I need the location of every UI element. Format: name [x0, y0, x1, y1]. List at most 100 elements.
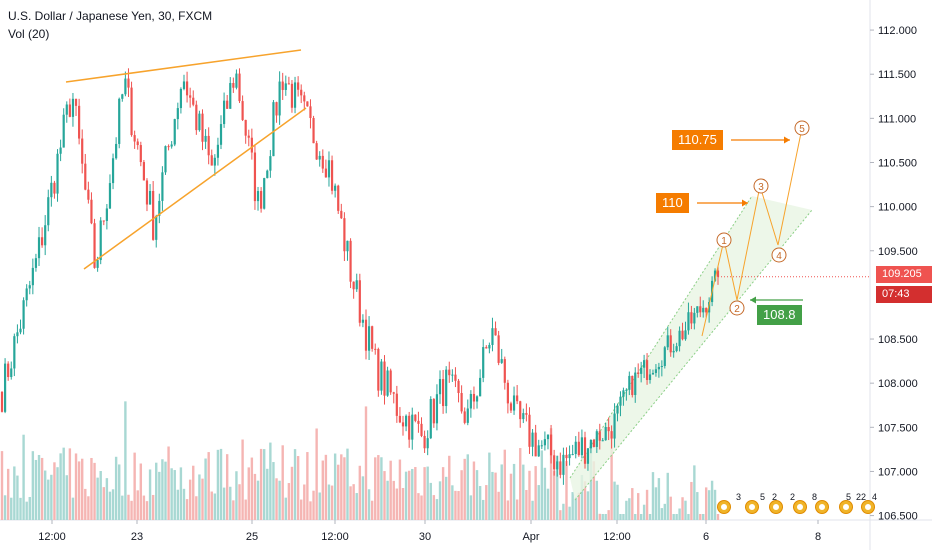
volume-bar — [31, 451, 35, 520]
candle-body — [130, 87, 133, 136]
candle-body — [343, 218, 346, 252]
volume-bar — [444, 476, 448, 520]
candle-body — [164, 146, 167, 173]
candle-body — [44, 225, 47, 246]
candle-body — [672, 350, 675, 353]
volume-bar — [568, 506, 571, 520]
candle-body — [256, 191, 260, 202]
candle-body — [660, 366, 663, 368]
candle-body — [506, 382, 509, 404]
candle-body — [173, 119, 176, 145]
candle-body — [53, 182, 56, 194]
volume-bar — [528, 470, 531, 520]
candle-body — [634, 372, 637, 396]
volume-bar — [669, 496, 672, 520]
volume-bar — [259, 448, 263, 520]
volume-bar — [438, 481, 442, 520]
volume-bar — [192, 465, 195, 520]
volume-bar — [565, 461, 568, 520]
candle-body — [696, 306, 699, 313]
volume-bar — [77, 461, 81, 520]
volume-bar — [503, 449, 506, 520]
volume-bar — [604, 514, 607, 520]
candle-body — [281, 81, 284, 90]
volume-bar — [401, 487, 405, 520]
candle-body — [429, 399, 432, 439]
candle-body — [640, 367, 643, 374]
candle-body — [201, 113, 204, 142]
candle-body — [713, 270, 717, 281]
candle-body — [512, 395, 516, 411]
candle-body — [81, 138, 84, 164]
volume-bar — [537, 485, 540, 520]
candle-body — [598, 431, 601, 441]
volume-bar — [47, 479, 50, 520]
candle-body — [466, 408, 469, 423]
volume-bar — [506, 500, 510, 520]
candle-body — [540, 445, 543, 447]
volume-bar — [321, 460, 325, 520]
volume-bar — [610, 435, 613, 520]
volume-bar — [690, 481, 693, 520]
volume-bar — [404, 471, 408, 520]
volume-bar — [411, 468, 414, 520]
wave-label-circle — [771, 247, 787, 263]
volume-bar — [56, 467, 59, 520]
candle-body — [13, 336, 16, 369]
candle-body — [238, 73, 241, 102]
volume-bar — [660, 508, 664, 520]
price-tick-label: 111.000 — [878, 113, 916, 125]
volume-bar — [460, 470, 463, 520]
volume-bar — [182, 488, 186, 520]
candle-body — [127, 78, 130, 88]
volume-bar — [343, 457, 346, 520]
candle-body — [56, 153, 59, 194]
candle-body — [571, 454, 574, 456]
volume-label: Vol (20) — [8, 27, 50, 41]
event-icon-count: 5 — [760, 492, 765, 502]
volume-bar — [312, 490, 315, 520]
candle-body — [383, 361, 386, 396]
price-tick-label: 107.500 — [878, 422, 918, 434]
candle-body — [583, 437, 587, 464]
volume-bar — [613, 481, 616, 520]
candle-body — [666, 335, 669, 348]
candle-body — [637, 372, 640, 374]
volume-bar — [173, 470, 176, 520]
volume-bar — [198, 474, 201, 520]
volume-bar — [642, 504, 646, 520]
event-icon-count: 2 — [790, 492, 795, 502]
candle-body — [297, 82, 300, 90]
volume-bar — [133, 452, 136, 520]
candle-body — [293, 82, 297, 108]
volume-bar — [704, 487, 708, 520]
price-tick-label: 108.000 — [878, 378, 918, 390]
volume-bar — [355, 493, 358, 520]
volume-bar — [324, 454, 328, 520]
volume-bar — [105, 478, 109, 520]
volume-bar — [124, 401, 127, 520]
candle-body — [284, 83, 287, 90]
volume-bar — [43, 470, 47, 520]
candle-body — [318, 155, 321, 160]
candle-body — [99, 220, 102, 261]
price-tick-label: 108.500 — [878, 334, 918, 346]
candle-body — [349, 240, 352, 282]
volume-bar — [407, 470, 411, 520]
volume-bar — [229, 486, 232, 520]
event-icon-count: 2 — [772, 492, 777, 502]
candle-body — [408, 415, 411, 440]
candle-body — [192, 97, 195, 105]
volume-bar — [337, 464, 340, 520]
wave-label-circle — [716, 232, 732, 248]
candle-body — [158, 200, 161, 216]
volume-bar — [559, 510, 562, 520]
volume-bar — [121, 495, 124, 520]
chart-legend: U.S. Dollar / Japanese Yen, 30, FXCM Vol… — [8, 7, 212, 43]
volume-bar — [358, 465, 362, 520]
candle-body — [438, 379, 442, 395]
target-tag-110-75: 110.75 — [672, 130, 723, 150]
volume-bar — [657, 478, 661, 520]
candle-body — [334, 185, 337, 191]
